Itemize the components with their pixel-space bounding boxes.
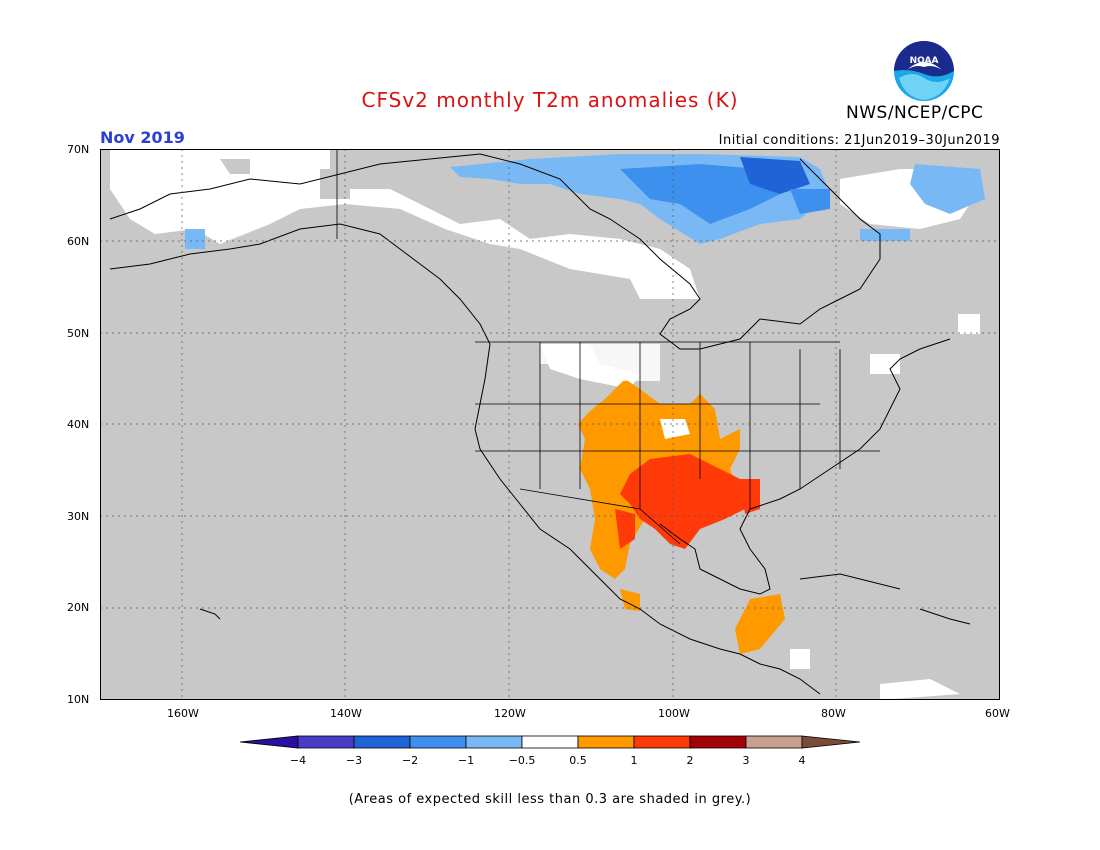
colorbar-label: 1	[631, 754, 638, 767]
lon-label-140w: 140W	[330, 707, 362, 720]
agency-label: NWS/NCEP/CPC	[846, 103, 984, 123]
lat-label-20: 20N	[67, 601, 90, 614]
initial-conditions: Initial conditions: 21Jun2019–30Jun2019	[718, 133, 1000, 148]
colorbar-label: −2	[402, 754, 418, 767]
noaa-logo: NOAA	[893, 40, 955, 102]
colorbar-label: −3	[346, 754, 362, 767]
colorbar-label: −1	[458, 754, 474, 767]
lon-label-80w: 80W	[821, 707, 846, 720]
graticule	[100, 149, 1000, 700]
lon-label-160w: 160W	[167, 707, 199, 720]
chart-title: CFSv2 monthly T2m anomalies (K)	[361, 88, 739, 112]
colorbar-box	[297, 735, 355, 749]
map-frame	[100, 149, 1000, 700]
anomaly-patches	[110, 149, 985, 700]
lat-label-60: 60N	[67, 235, 90, 248]
colorbar-box	[633, 735, 691, 749]
colorbar-box	[353, 735, 411, 749]
colorbar-box	[745, 735, 803, 749]
lon-label-100w: 100W	[658, 707, 690, 720]
colorbar-label: 3	[743, 754, 750, 767]
skill-note: (Areas of expected skill less than 0.3 a…	[348, 792, 752, 807]
forecast-month: Nov 2019	[100, 128, 185, 147]
lat-label-10: 10N	[67, 693, 90, 706]
colorbar-box	[409, 735, 467, 749]
lon-label-120w: 120W	[494, 707, 526, 720]
colorbar-label: 4	[799, 754, 806, 767]
state-boundaries	[336, 149, 880, 545]
colorbar-label: 2	[687, 754, 694, 767]
svg-text:NOAA: NOAA	[910, 56, 939, 66]
colorbar-box	[465, 735, 523, 749]
colorbar-arrow-right	[801, 735, 861, 749]
colorbar-arrow-left	[239, 735, 299, 749]
colorbar-box	[577, 735, 635, 749]
colorbar-label: −0.5	[509, 754, 536, 767]
colorbar-box	[521, 735, 579, 749]
lat-label-70: 70N	[67, 143, 90, 156]
anomaly-map	[100, 149, 1000, 700]
lat-label-50: 50N	[67, 327, 90, 340]
colorbar-box	[689, 735, 747, 749]
lat-label-30: 30N	[67, 510, 90, 523]
colorbar-label: 0.5	[569, 754, 587, 767]
lat-label-40: 40N	[67, 418, 90, 431]
colorbar-label: −4	[290, 754, 306, 767]
colorbar: −4 −3 −2 −1 −0.5 0.5 1 2 3 4	[239, 735, 861, 767]
lon-label-60w: 60W	[985, 707, 1010, 720]
